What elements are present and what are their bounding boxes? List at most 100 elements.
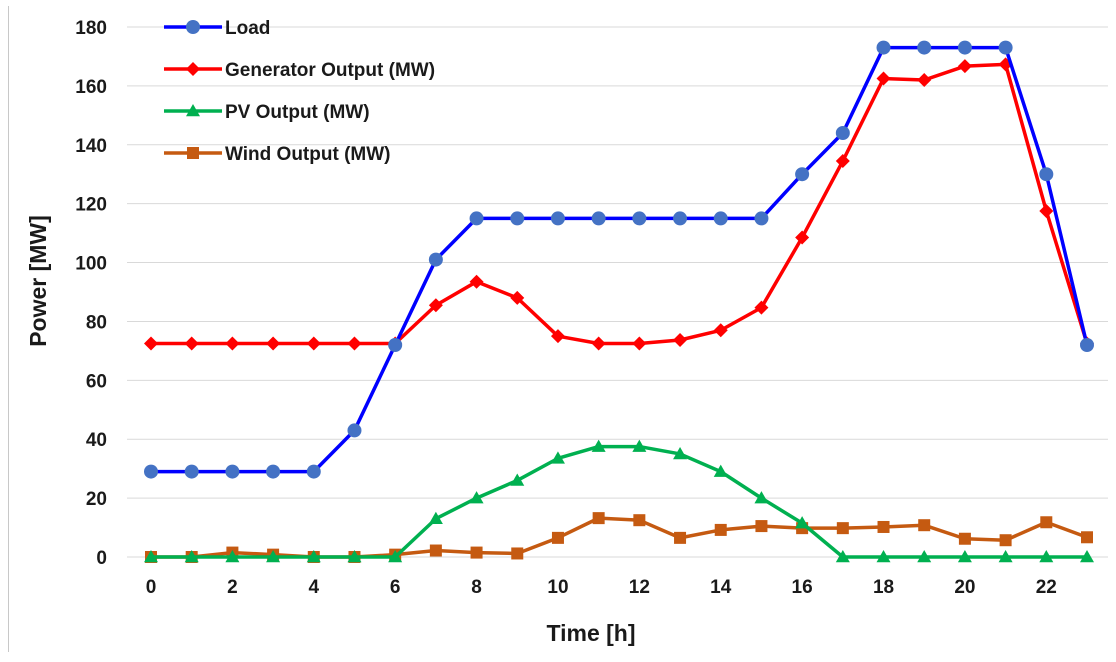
data-point <box>144 336 158 351</box>
data-point <box>754 491 769 504</box>
data-point <box>469 274 484 289</box>
legend-label: Load <box>225 18 270 39</box>
y-tick-label: 60 <box>86 371 107 392</box>
y-tick-label: 40 <box>86 430 107 451</box>
data-point <box>1080 550 1094 563</box>
data-point <box>184 550 199 563</box>
y-axis-title: Power [MW] <box>25 215 51 347</box>
data-point <box>957 59 972 74</box>
data-point <box>1081 531 1093 544</box>
data-point <box>917 40 932 55</box>
data-point <box>673 211 688 226</box>
legend-item: Wind Output (MW) <box>164 144 390 165</box>
data-point <box>835 153 850 168</box>
data-point <box>836 522 849 535</box>
data-point <box>1080 338 1094 352</box>
data-point <box>795 516 810 529</box>
data-point <box>876 550 891 563</box>
gridlines <box>127 26 1108 558</box>
data-point <box>998 40 1013 55</box>
data-point <box>592 512 605 525</box>
data-point <box>266 336 281 351</box>
data-point <box>144 464 158 479</box>
data-point <box>510 473 525 486</box>
data-point <box>958 532 971 545</box>
data-point <box>550 211 565 226</box>
data-point <box>469 211 484 226</box>
x-tick-label: 10 <box>547 577 568 598</box>
x-tick-label: 12 <box>629 577 650 598</box>
y-tick-label: 100 <box>75 254 107 275</box>
x-axis-ticks: 0 2 4 6 8 10 12 14 16 18 20 22 <box>146 577 1057 598</box>
x-tick-label: 0 <box>146 577 157 598</box>
data-point <box>673 332 688 347</box>
data-point <box>957 40 972 55</box>
data-point <box>428 252 443 267</box>
data-point <box>225 336 240 351</box>
data-point <box>225 464 240 479</box>
x-tick-label: 20 <box>954 577 975 598</box>
data-point <box>511 547 524 560</box>
data-point <box>998 57 1013 72</box>
data-point <box>266 464 281 479</box>
data-point <box>714 523 727 536</box>
data-point <box>1039 204 1054 219</box>
data-point <box>591 439 606 452</box>
data-point <box>1040 516 1053 529</box>
legend-marker <box>186 20 200 34</box>
data-point <box>917 550 932 563</box>
x-tick-label: 2 <box>227 577 238 598</box>
x-tick-label: 4 <box>308 577 319 598</box>
data-point <box>144 550 158 563</box>
legend-marker <box>186 104 200 117</box>
x-tick-label: 16 <box>792 577 813 598</box>
series-load <box>144 40 1094 479</box>
series-line <box>151 444 1087 559</box>
x-tick-label: 6 <box>390 577 401 598</box>
x-tick-label: 18 <box>873 577 894 598</box>
data-point <box>591 336 606 351</box>
y-tick-label: 120 <box>75 195 107 216</box>
x-axis-title: Time [h] <box>546 620 635 646</box>
data-point <box>876 40 891 55</box>
legend-marker <box>187 147 199 159</box>
data-point <box>510 211 525 226</box>
data-point <box>1039 167 1054 182</box>
chart-left-border <box>8 6 9 652</box>
data-point <box>429 544 442 557</box>
data-point <box>1039 550 1054 563</box>
data-point <box>999 534 1012 547</box>
data-point <box>674 531 687 544</box>
legend-label: PV Output (MW) <box>225 102 370 123</box>
data-point <box>713 323 728 338</box>
data-point <box>795 167 810 182</box>
data-point <box>673 446 688 460</box>
data-point <box>388 338 403 352</box>
data-point <box>835 126 850 140</box>
data-point <box>754 300 769 315</box>
x-tick-label: 8 <box>471 577 482 598</box>
data-point <box>347 423 362 438</box>
y-tick-label: 160 <box>75 77 107 98</box>
data-point <box>306 550 321 563</box>
data-point <box>388 550 403 563</box>
x-tick-label: 22 <box>1036 577 1057 598</box>
legend-item: Load <box>164 18 270 39</box>
data-point <box>835 550 850 563</box>
data-point <box>877 520 890 533</box>
y-tick-label: 180 <box>75 18 107 39</box>
data-point <box>306 336 321 351</box>
series-line <box>151 516 1088 559</box>
legend-label: Generator Output (MW) <box>225 60 435 81</box>
data-point <box>754 211 769 226</box>
data-point <box>510 290 525 305</box>
y-tick-label: 0 <box>96 548 107 569</box>
data-point <box>428 511 443 524</box>
series-pv-output-mw <box>144 439 1094 563</box>
y-axis-ticks: 0 20 40 60 80 100 120 140 160 180 <box>75 18 107 569</box>
data-point <box>550 329 565 344</box>
data-point <box>184 464 199 479</box>
data-point <box>550 451 565 464</box>
